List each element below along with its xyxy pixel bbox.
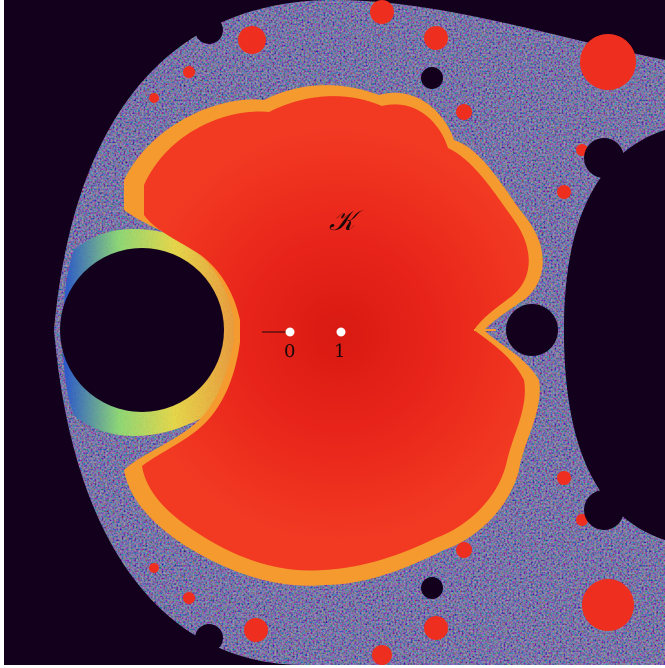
fractal-image	[4, 0, 665, 665]
point-zero-marker	[285, 327, 295, 337]
point-zero-label: 0	[284, 341, 296, 362]
set-label: 𝒦	[329, 206, 356, 237]
point-one-label: 1	[334, 341, 346, 362]
point-one-marker	[336, 327, 346, 337]
